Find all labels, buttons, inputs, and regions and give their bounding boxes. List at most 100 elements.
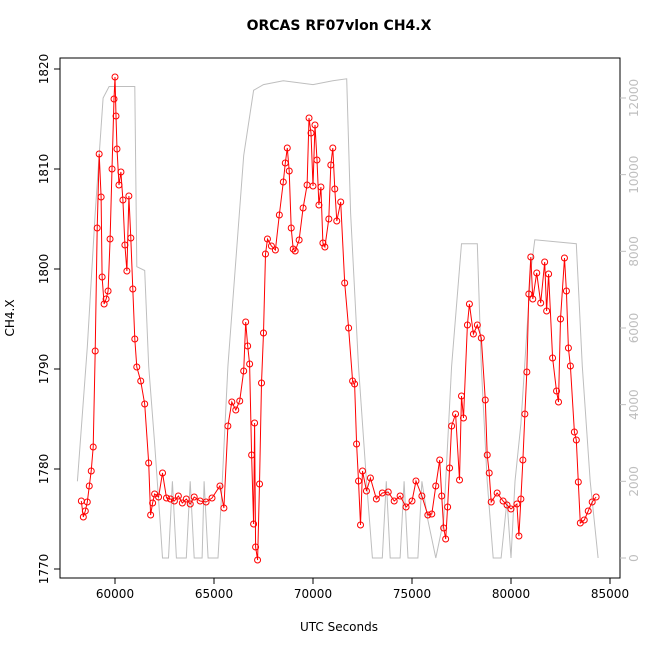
data-point: [517, 495, 525, 503]
data-point: [438, 492, 446, 500]
data-point: [444, 503, 452, 511]
data-point: [79, 513, 87, 521]
data-point: [357, 521, 365, 529]
data-point: [359, 467, 367, 475]
x-tick-label: 85000: [591, 587, 629, 601]
data-point: [251, 419, 259, 427]
data-point: [133, 363, 141, 371]
data-point: [117, 168, 125, 176]
data-point: [459, 414, 467, 422]
data-point: [111, 73, 119, 81]
data-point: [85, 482, 93, 490]
data-point: [436, 456, 444, 464]
x-tick-label: 65000: [195, 587, 233, 601]
data-point: [519, 456, 527, 464]
x-axis-label: UTC Seconds: [300, 620, 378, 634]
y2-tick-label: 4000: [627, 389, 641, 420]
data-point: [337, 198, 345, 206]
data-point: [248, 451, 256, 459]
data-point: [513, 500, 521, 508]
data-point: [588, 498, 596, 506]
y2-tick-label: 2000: [627, 466, 641, 497]
data-point: [289, 245, 297, 253]
data-point: [545, 270, 553, 278]
data-point: [325, 215, 333, 223]
data-point: [149, 499, 157, 507]
y-tick-label: 1810: [37, 154, 51, 185]
data-point: [341, 279, 349, 287]
data-point: [503, 501, 511, 509]
data-point: [521, 410, 529, 418]
data-point: [307, 129, 315, 137]
data-point: [408, 497, 416, 505]
data-point: [112, 112, 120, 120]
y2-tick-label: 8000: [627, 236, 641, 267]
data-point: [319, 239, 327, 247]
data-point: [271, 246, 279, 254]
data-point: [224, 422, 232, 430]
data-point: [570, 428, 578, 436]
data-point: [366, 474, 374, 482]
data-point: [564, 344, 572, 352]
data-point: [83, 498, 91, 506]
data-point: [202, 498, 210, 506]
y-axis-label: CH4.X: [3, 299, 17, 336]
data-point: [97, 193, 105, 201]
data-point: [515, 532, 523, 540]
data-point: [372, 495, 380, 503]
data-point: [412, 477, 420, 485]
data-point: [87, 467, 95, 475]
y-tick-label: 1770: [37, 554, 51, 585]
data-point: [529, 295, 537, 303]
data-point: [452, 410, 460, 418]
data-point: [572, 436, 580, 444]
data-point: [448, 422, 456, 430]
data-point: [345, 324, 353, 332]
data-point: [442, 535, 450, 543]
data-point: [527, 253, 535, 261]
data-point: [333, 217, 341, 225]
data-point: [93, 224, 101, 232]
data-point: [137, 377, 145, 385]
data-point: [216, 482, 224, 490]
data-point: [261, 250, 269, 258]
data-point: [362, 487, 370, 495]
data-point: [186, 500, 194, 508]
data-point: [91, 347, 99, 355]
data-point: [327, 161, 335, 169]
data-point: [553, 387, 561, 395]
data-point: [499, 497, 507, 505]
data-point: [155, 493, 163, 501]
data-point: [424, 511, 432, 519]
data-point: [170, 497, 178, 505]
data-point: [283, 144, 291, 152]
data-point: [147, 511, 155, 519]
data-point: [291, 247, 299, 255]
data-point: [267, 242, 275, 250]
plot-frame: [59, 57, 621, 579]
data-point: [263, 235, 271, 243]
data-point: [258, 379, 266, 387]
data-point: [557, 315, 565, 323]
data-point: [384, 488, 392, 496]
data-point: [113, 145, 121, 153]
data-point: [309, 182, 317, 190]
data-point: [463, 321, 471, 329]
data-point: [89, 443, 97, 451]
data-point: [584, 507, 592, 515]
data-point: [428, 510, 436, 518]
data-point: [240, 367, 248, 375]
data-point: [81, 507, 89, 515]
data-point: [166, 495, 174, 503]
data-point: [353, 440, 361, 448]
data-point: [311, 121, 319, 129]
y2-tick-label: 6000: [627, 313, 641, 344]
data-point: [275, 211, 283, 219]
data-point: [456, 476, 464, 484]
data-point: [487, 498, 495, 506]
chart-title: ORCAS RF07vlon CH4.X: [247, 18, 432, 34]
data-point: [592, 493, 600, 501]
data-point: [102, 295, 110, 303]
data-point: [131, 335, 139, 343]
data-point: [260, 329, 268, 337]
